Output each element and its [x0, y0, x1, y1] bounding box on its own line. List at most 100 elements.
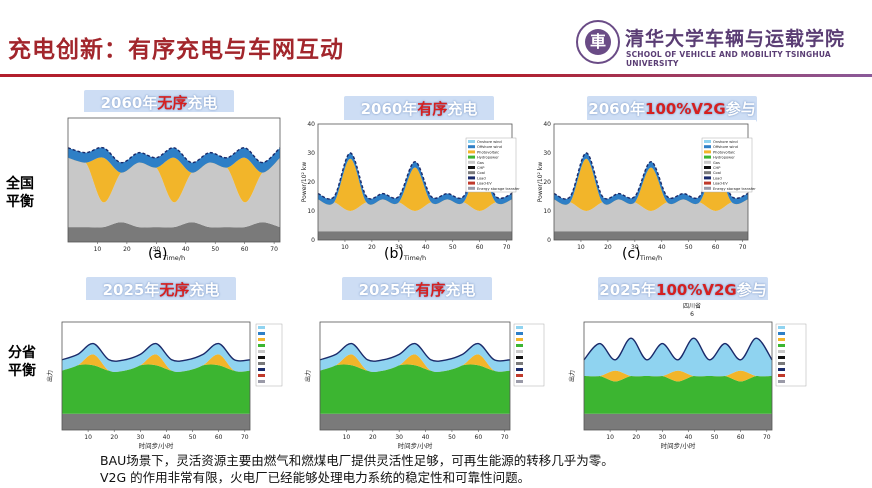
legend — [775, 323, 807, 387]
legend-swatch — [704, 186, 711, 190]
y-axis-label: Power/10² kw — [301, 162, 308, 203]
area-coal — [62, 413, 250, 430]
x-axis-label: Time/h — [639, 254, 662, 262]
legend-swatch — [468, 140, 475, 143]
legend-swatch — [778, 332, 785, 335]
area-photovoltaic — [68, 157, 280, 203]
row-label-line: 平衡 — [6, 194, 34, 210]
legend-swatch — [468, 155, 475, 159]
legend-swatch — [778, 362, 785, 365]
legend-swatch — [258, 332, 265, 335]
legend-swatch — [778, 368, 785, 371]
legend-label: Gas — [477, 161, 484, 165]
x-tick-label: 70 — [503, 244, 511, 251]
legend-swatch — [516, 344, 523, 347]
x-tick-label: 30 — [631, 244, 639, 251]
y-tick-label: 20 — [307, 179, 315, 186]
x-axis-label: Time/h — [403, 254, 426, 262]
x-tick-label: 10 — [341, 244, 349, 251]
chart-2025-disordered: 10 20 30 40 50 60 70 时间步/小时 出力 — [44, 300, 290, 450]
x-tick-label: 10 — [606, 434, 614, 441]
legend — [255, 323, 283, 387]
legend-label: Onshore wind — [477, 140, 502, 144]
x-axis-label: 时间步/小时 — [661, 441, 696, 450]
x-tick-label: 20 — [123, 246, 131, 253]
tag-2060-ordered: 2060年有序充电 — [344, 96, 494, 122]
tsinghua-logo-icon — [576, 20, 620, 64]
x-tick-label: 60 — [712, 244, 720, 251]
legend-label: Load-EV — [477, 182, 492, 186]
tag-2025-ordered: 2025年有序充电 — [342, 277, 492, 303]
load-line — [317, 152, 513, 200]
y-tick-label: 30 — [543, 150, 551, 157]
tag-2060-disordered: 2060年无序充电 — [84, 90, 234, 116]
sublabel-b: (b) — [384, 246, 404, 262]
area-gas — [554, 199, 748, 232]
tag-text: 2060年 — [360, 100, 418, 118]
area-hydropower — [320, 364, 510, 414]
x-tick-label: 60 — [475, 434, 483, 441]
y-tick-label: 0 — [547, 237, 551, 244]
x-tick-label: 20 — [369, 434, 377, 441]
legend-swatch — [704, 176, 711, 180]
legend-label: Offshore wind — [477, 145, 502, 149]
sublabel-c: (c) — [622, 246, 641, 262]
legend-label: Photovoltaic — [477, 150, 499, 154]
legend-swatch — [258, 380, 265, 383]
legend-swatch — [704, 145, 711, 149]
plot-frame — [61, 321, 251, 431]
area-hydropower — [62, 364, 250, 414]
chart-2060-ordered: 10 20 30 40 50 60 70 0 10 20 30 40 Time/h Power/10² k… — [298, 120, 520, 262]
legend-swatch — [778, 326, 785, 329]
x-tick-label: 50 — [711, 434, 719, 441]
legend-swatch — [468, 171, 475, 175]
x-tick-label: 70 — [270, 246, 278, 253]
legend-label: CHP — [477, 166, 485, 170]
y-tick-label: 40 — [543, 121, 551, 128]
tag-text: 充电 — [189, 281, 220, 299]
caption-line-2: V2G 的作用非常有限，火电厂已经能够处理电力系统的稳定性和可靠性问题。 — [100, 470, 531, 485]
legend-swatch — [468, 176, 475, 180]
legend-swatch — [778, 356, 785, 359]
slide-title: 充电创新：有序充电与车网互动 — [8, 37, 344, 63]
area-offshore-wind — [554, 153, 748, 205]
x-tick-label: 60 — [737, 434, 745, 441]
legend-swatch — [468, 181, 475, 185]
area-coal — [584, 413, 772, 430]
legend-swatch — [258, 338, 265, 341]
y-axis-label: 出力 — [568, 370, 576, 382]
legend-swatch — [258, 374, 265, 377]
area-photovoltaic — [554, 158, 748, 211]
tag-text: 参与 — [725, 100, 756, 118]
row-label-line: 平衡 — [8, 363, 36, 379]
tag-text: 充电 — [187, 94, 218, 112]
legend-swatch — [516, 356, 523, 359]
header-divider — [0, 74, 872, 77]
legend-label: Photovoltaic — [713, 150, 735, 154]
legend-swatch — [468, 160, 475, 164]
plot-frame — [67, 117, 281, 243]
legend-swatch — [704, 160, 711, 164]
legend-label: Onshore wind — [713, 140, 738, 144]
legend — [513, 323, 545, 387]
tag-highlight: 有序 — [417, 100, 448, 118]
y-axis-label: 出力 — [304, 370, 312, 382]
tag-text: 2060年 — [100, 94, 158, 112]
tag-highlight: 有序 — [415, 281, 446, 299]
chart-2060-disordered: 10 20 30 40 50 60 70 Time/h — [48, 112, 288, 262]
y-axis-label: 出力 — [46, 370, 54, 382]
x-axis-label: Time/h — [162, 254, 185, 262]
chart-2060-v2g: 10 20 30 40 50 60 70 0 10 20 30 40 Time/h Power/10² k… — [534, 120, 756, 262]
legend-swatch — [258, 356, 265, 359]
legend-swatch — [258, 344, 265, 347]
tag-2060-v2g: 2060年100%V2G参与 — [587, 96, 757, 122]
area-onshore-wind — [62, 343, 250, 373]
y-tick-label: 40 — [307, 121, 315, 128]
legend-swatch — [468, 166, 475, 169]
legend-label: Gas — [713, 161, 720, 165]
area-hydropower — [584, 375, 772, 414]
legend-swatch — [468, 145, 475, 149]
legend-swatch — [516, 326, 523, 329]
